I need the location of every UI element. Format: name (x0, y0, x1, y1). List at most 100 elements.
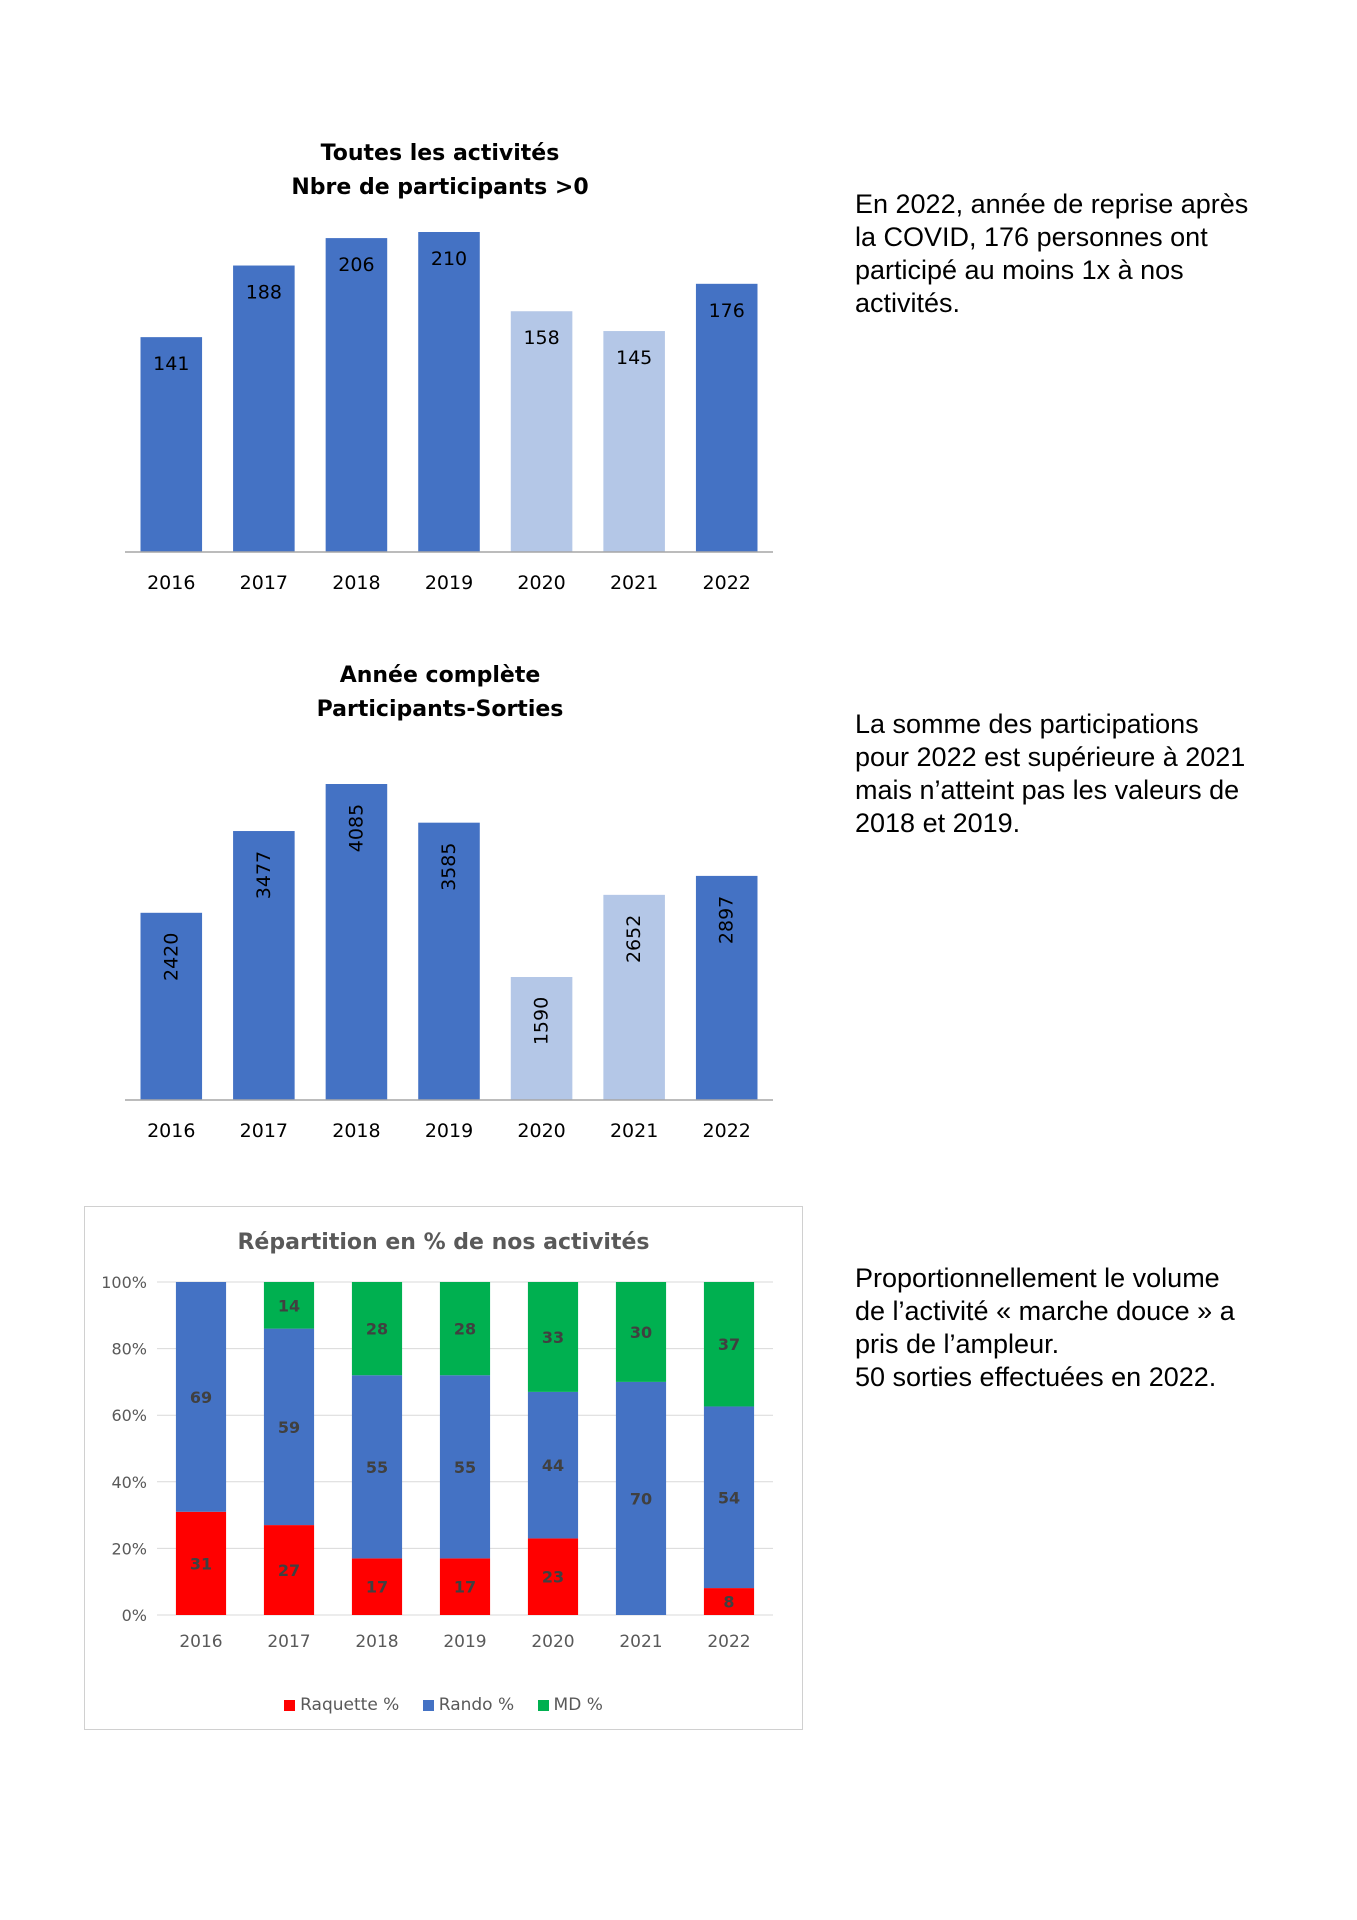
bar (418, 822, 480, 1100)
bar-segment (439, 1375, 491, 1559)
bar-segment (703, 1282, 755, 1407)
y-tick-label: 40% (111, 1473, 147, 1492)
data-label: 2652 (623, 915, 645, 963)
bar (140, 912, 203, 1100)
chart-plot: 2420 2016 3477 2017 4085 2018 3585 2019 1590 2020… (125, 784, 773, 1142)
bar-segment (527, 1282, 579, 1392)
chart-plot: 0% 20% 40% 60% 80% 100% 31 69 2016 27 59 14 2017 17 55… (101, 1273, 773, 1652)
bar-segment (175, 1511, 227, 1615)
legend-label: MD % (553, 1695, 603, 1715)
data-label: 206 (338, 254, 374, 276)
chart-title: Année complète Participants-Sorties (80, 659, 800, 727)
data-label: 3477 (253, 851, 275, 899)
legend-swatch (537, 1700, 549, 1711)
legend-item-rando: Rando % (422, 1695, 515, 1715)
x-tick-label: 2021 (610, 572, 658, 594)
data-label: 17 (454, 1578, 476, 1597)
data-label: 17 (366, 1578, 388, 1597)
chart-participants: Toutes les activités Nbre de participant… (80, 130, 800, 610)
bar (603, 331, 665, 552)
note-line: En 2022, année de reprise après (855, 189, 1249, 219)
x-tick-label: 2017 (240, 572, 288, 594)
bar-segment (263, 1328, 315, 1526)
x-tick-label: 2016 (179, 1632, 222, 1652)
note-repartition: Proportionnellement le volume de l’activ… (855, 1262, 1325, 1394)
bar-segment (703, 1406, 755, 1589)
x-tick-label: 2018 (332, 1120, 380, 1142)
chart-title-line-1: Toutes les activités (320, 141, 560, 166)
bar (325, 238, 388, 552)
chart-plot: 141 2016 188 2017 206 2018 210 2019 158 2020 145 20… (125, 232, 773, 594)
data-label: 4085 (345, 804, 367, 852)
data-label: 3585 (438, 842, 460, 890)
bar-segment (263, 1525, 315, 1615)
data-label: 44 (542, 1456, 564, 1475)
note-line: mais n’atteint pas les valeurs de (855, 775, 1240, 805)
data-label: 37 (718, 1335, 740, 1354)
data-label: 69 (190, 1388, 212, 1407)
chart-title-line-2: Participants-Sorties (316, 697, 564, 722)
note-line: pris de l’ampleur. (855, 1329, 1060, 1359)
y-tick-label: 80% (111, 1340, 147, 1359)
data-label: 176 (709, 300, 745, 322)
bar-segment (175, 1282, 227, 1512)
note-line: La somme des participations (855, 709, 1199, 739)
x-tick-label: 2018 (355, 1632, 398, 1652)
data-label: 27 (278, 1561, 300, 1580)
x-tick-label: 2017 (240, 1120, 288, 1142)
bar-segment (351, 1558, 403, 1615)
data-label: 55 (454, 1458, 476, 1477)
note-participants: En 2022, année de reprise après la COVID… (855, 188, 1325, 320)
data-label: 33 (542, 1328, 564, 1347)
bar-segment (439, 1558, 491, 1615)
chart-participants-sorties: Année complète Participants-Sorties 2420… (80, 652, 800, 1152)
bar (233, 831, 295, 1100)
x-tick-label: 2016 (147, 572, 195, 594)
legend-label: Rando % (438, 1695, 515, 1715)
note-participations: La somme des participations pour 2022 es… (855, 708, 1325, 840)
bar-segment (527, 1538, 579, 1615)
chart-legend: Raquette % Rando % MD % (85, 1695, 802, 1715)
data-label: 28 (454, 1320, 476, 1339)
y-tick-label: 20% (111, 1539, 147, 1558)
bar (140, 337, 203, 552)
data-label: 210 (431, 248, 467, 270)
data-label: 30 (630, 1323, 652, 1342)
bar-segment (615, 1381, 667, 1615)
data-label: 28 (366, 1320, 388, 1339)
bar (695, 283, 758, 552)
legend-item-md: MD % (537, 1695, 603, 1715)
data-label: 158 (523, 327, 559, 349)
bar (233, 265, 295, 552)
x-tick-label: 2020 (517, 572, 565, 594)
x-tick-label: 2019 (425, 572, 473, 594)
y-tick-label: 60% (111, 1406, 147, 1425)
note-line: 2018 et 2019. (855, 808, 1021, 838)
data-label: 141 (153, 353, 189, 375)
legend-swatch (284, 1700, 296, 1711)
bar (510, 977, 573, 1100)
data-label: 54 (718, 1488, 740, 1507)
note-line: de l’activité « marche douce » a (855, 1296, 1235, 1326)
chart-title: Toutes les activités Nbre de participant… (80, 137, 800, 205)
chart-title-line-1: Année complète (339, 663, 541, 688)
data-label: 59 (278, 1418, 300, 1437)
bar-segment (439, 1282, 491, 1376)
data-label: 1590 (531, 997, 553, 1045)
bar-segment (615, 1282, 667, 1382)
x-tick-label: 2022 (707, 1632, 750, 1652)
data-label: 70 (630, 1489, 652, 1508)
x-tick-label: 2019 (443, 1632, 486, 1652)
bar-segment (351, 1282, 403, 1376)
data-label: 2897 (716, 896, 738, 944)
chart-title-line-1: Répartition en % de nos activités (237, 1230, 650, 1255)
x-tick-label: 2016 (147, 1120, 195, 1142)
bar (695, 875, 758, 1100)
note-line: pour 2022 est supérieure à 2021 (855, 742, 1246, 772)
x-tick-label: 2017 (267, 1632, 310, 1652)
data-label: 23 (542, 1568, 564, 1587)
note-line: participé au moins 1x à nos (855, 255, 1184, 285)
note-line: 50 sorties effectuées en 2022. (855, 1362, 1217, 1392)
data-label: 14 (278, 1296, 300, 1315)
y-tick-label: 100% (101, 1273, 147, 1292)
